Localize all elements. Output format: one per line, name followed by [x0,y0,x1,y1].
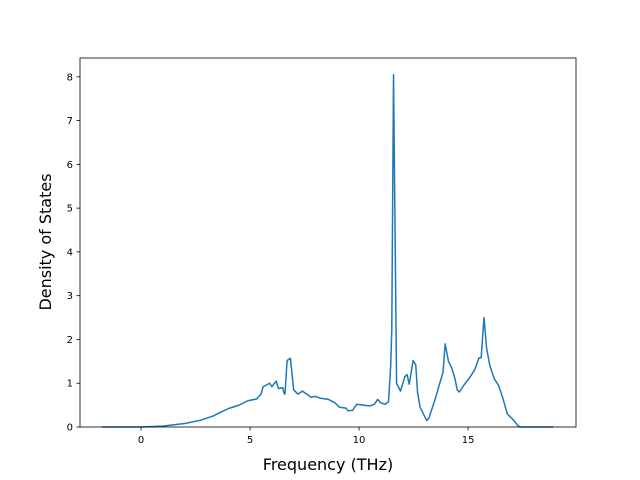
x-axis-label: Frequency (THz) [263,455,393,474]
y-tick-label: 1 [67,379,73,390]
y-tick-label: 5 [67,204,73,215]
x-tick-label: 5 [247,435,253,446]
y-tick-label: 2 [67,335,73,346]
line [102,73,554,428]
y-tick-label: 4 [67,247,73,258]
x-tick-label: 10 [353,435,366,446]
y-axis-label: Density of States [36,173,55,310]
plot-frame [79,57,577,428]
x-tick-label: 15 [462,435,475,446]
y-tick-label: 7 [67,116,73,127]
y-tick-label: 3 [67,291,73,302]
x-tick-label: 0 [138,435,144,446]
y-tick-label: 0 [67,423,73,434]
y-tick-label: 8 [67,72,73,83]
y-tick-label: 6 [67,160,73,171]
